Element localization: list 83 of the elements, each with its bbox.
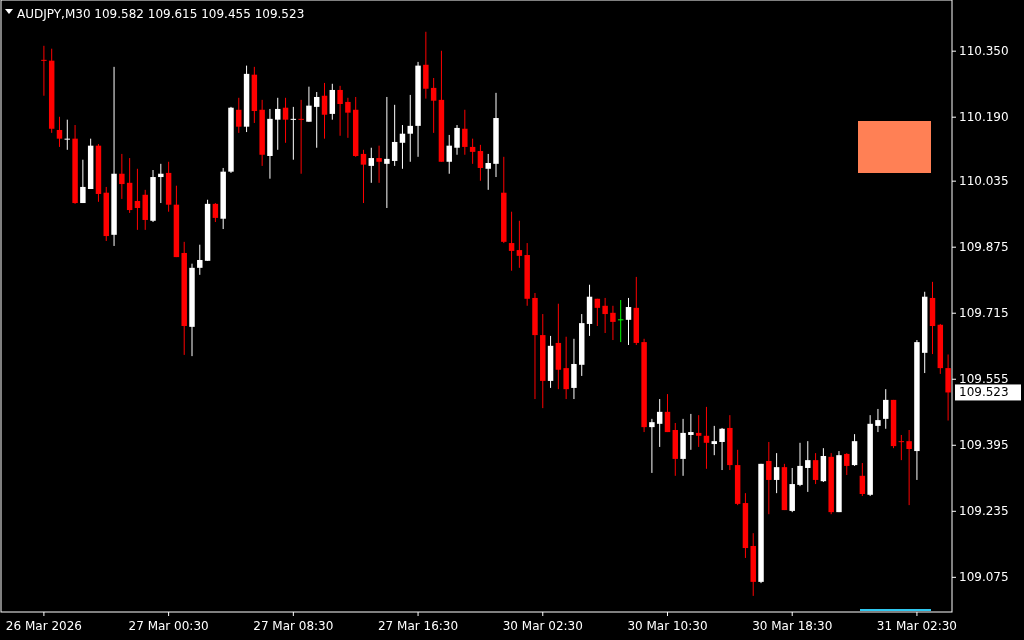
candlestick	[883, 388, 889, 430]
y-tick-label: 110.190	[959, 110, 1009, 125]
candlestick	[236, 97, 242, 134]
candlestick	[805, 440, 811, 493]
candlestick	[391, 104, 398, 167]
candlestick	[290, 106, 297, 161]
candlestick	[384, 96, 390, 209]
x-tick-label: 30 Mar 02:30	[502, 619, 583, 633]
x-tick-label: 27 Mar 16:30	[377, 619, 459, 633]
y-tick-label: 110.350	[959, 44, 1009, 59]
candlestick	[649, 418, 655, 474]
candlestick	[812, 452, 819, 485]
candlestick	[469, 138, 476, 165]
candlestick	[875, 408, 881, 433]
candlestick	[329, 83, 336, 121]
candlestick	[298, 99, 304, 175]
candlestick	[306, 86, 312, 123]
candlestick	[610, 305, 616, 341]
candlestick	[360, 149, 367, 204]
y-tick-label: 109.235	[959, 504, 1009, 519]
candlestick	[399, 124, 406, 170]
candlestick	[462, 109, 468, 156]
candlestick	[197, 244, 203, 276]
x-tick-label: 27 Mar 00:30	[128, 619, 209, 633]
candlestick	[134, 168, 141, 231]
candlestick	[625, 297, 632, 346]
candlestick	[898, 434, 905, 461]
text: 109.523	[959, 385, 1009, 400]
x-tick-label: 27 Mar 08:30	[253, 619, 334, 633]
candlestick	[368, 147, 375, 184]
text: AUDJPY,M30 109.582 109.615 109.455 109.523	[17, 7, 305, 21]
candlestick	[563, 336, 569, 400]
candlestick	[695, 414, 702, 448]
candlestick	[485, 153, 491, 191]
candlestick	[571, 338, 577, 400]
candlestick	[906, 429, 912, 506]
x-tick-label: 31 Mar 02:30	[876, 619, 957, 633]
y-tick-label: 109.395	[959, 438, 1009, 453]
candlestick	[664, 393, 671, 433]
candlestick	[508, 211, 515, 272]
candlestick	[376, 145, 382, 184]
candlestick	[313, 91, 320, 149]
candlestick	[844, 452, 850, 476]
candlestick	[80, 159, 86, 204]
x-tick-label: 26 Mar 2026	[5, 619, 82, 633]
candlestick	[516, 220, 523, 269]
candlestick	[766, 441, 772, 515]
y-tick-label: 109.875	[959, 240, 1009, 255]
candlestick	[454, 124, 460, 156]
candlestick	[430, 77, 437, 134]
x-tick-label: 30 Mar 18:30	[752, 619, 833, 633]
candlestick	[773, 452, 780, 494]
y-tick-label: 109.715	[959, 306, 1009, 321]
candlestick	[711, 425, 717, 456]
y-tick-label: 109.555	[959, 372, 1009, 387]
candlestick	[617, 299, 624, 343]
candlestick	[859, 462, 866, 497]
y-tick-label: 110.035	[959, 174, 1009, 189]
candlestick	[56, 116, 63, 148]
candlestick	[275, 97, 281, 151]
candlestick	[321, 82, 328, 140]
candlestick	[345, 97, 351, 139]
candlestick	[446, 134, 452, 175]
candlestick	[212, 202, 219, 223]
candlestick	[703, 406, 710, 470]
candlestick	[41, 45, 47, 97]
candlestick	[656, 398, 663, 448]
candlestick	[337, 85, 343, 137]
candlestick	[797, 442, 803, 487]
candlestick	[477, 144, 484, 182]
candlestick	[719, 427, 725, 471]
candlestick	[158, 163, 164, 204]
candlestick	[64, 119, 71, 151]
candlestick	[407, 94, 413, 163]
candlestick	[594, 298, 601, 327]
candlestick	[423, 31, 429, 100]
y-tick-label: 109.075	[959, 570, 1009, 585]
candlestick	[282, 97, 289, 144]
candlestick	[851, 433, 858, 467]
candlestick	[602, 297, 608, 334]
candlestick	[688, 413, 694, 451]
candlestick	[119, 153, 125, 200]
x-tick-label: 30 Mar 10:30	[627, 619, 708, 633]
